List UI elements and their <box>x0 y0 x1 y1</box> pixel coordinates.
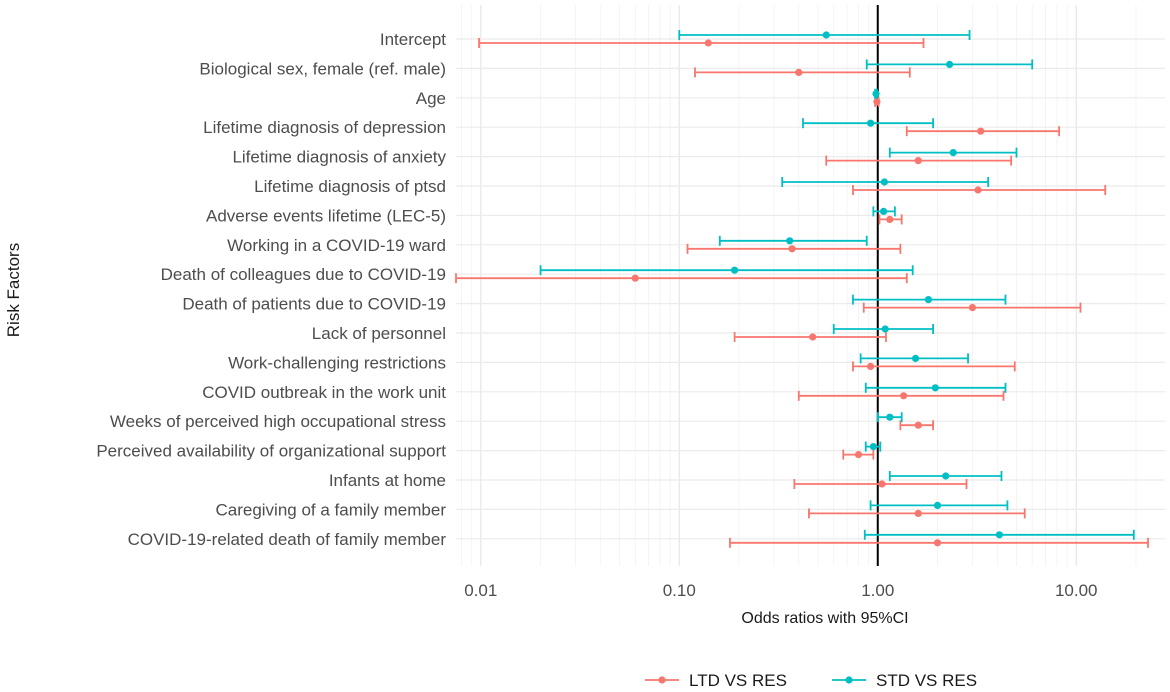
category-label: Adverse events lifetime (LEC-5) <box>206 206 446 225</box>
legend-key-point <box>658 676 666 684</box>
x-tick-label: 1.00 <box>861 581 894 600</box>
category-label: Infants at home <box>329 471 446 490</box>
x-axis-title: Odds ratios with 95%CI <box>741 610 908 627</box>
category-label: COVID-19-related death of family member <box>128 530 447 549</box>
estimate-point <box>942 472 950 480</box>
category-label: Perceived availability of organizational… <box>96 442 446 461</box>
estimate-point <box>866 362 875 370</box>
estimate-point <box>822 31 830 39</box>
category-label: Caregiving of a family member <box>215 500 446 519</box>
x-tick-labels: 0.01 0.10 1.00 10.00 <box>464 581 1097 600</box>
estimate-point <box>968 304 977 312</box>
estimate-point <box>933 539 942 547</box>
estimate-point <box>869 443 877 451</box>
estimate-point <box>924 296 933 304</box>
estimate-point <box>900 392 908 400</box>
estimate-point <box>788 245 796 253</box>
estimate-point <box>911 354 920 362</box>
estimate-point <box>945 60 954 68</box>
estimate-point <box>914 421 922 429</box>
estimate-point <box>995 531 1003 539</box>
category-label: Work-challenging restrictions <box>228 353 446 372</box>
category-label: Death of patients due to COVID-19 <box>182 295 446 314</box>
category-label: Intercept <box>380 30 446 49</box>
estimate-point <box>880 178 888 186</box>
estimate-point <box>974 186 982 194</box>
category-label: Weeks of perceived high occupational str… <box>110 412 446 431</box>
category-label: Age <box>416 89 446 108</box>
estimate-point <box>704 39 712 47</box>
y-axis-title: Risk Factors <box>4 243 23 337</box>
estimate-point <box>914 509 922 517</box>
estimate-point <box>933 501 942 509</box>
estimate-point <box>977 127 985 135</box>
category-label: Lifetime diagnosis of depression <box>203 118 446 137</box>
x-tick-label: 0.01 <box>464 581 497 600</box>
estimate-point <box>731 266 739 274</box>
category-label: Lack of personnel <box>312 324 446 343</box>
series-ltd-vs-res <box>455 38 1149 548</box>
legend-key-point <box>845 676 853 684</box>
estimate-point <box>879 207 888 215</box>
legend-label: STD VS RES <box>876 671 977 690</box>
legend-label: LTD VS RES <box>689 671 787 690</box>
x-tick-label: 0.10 <box>663 581 696 600</box>
estimate-point <box>809 333 817 341</box>
legend: LTD VS RES STD VS RES <box>645 671 977 690</box>
grid-lines <box>456 5 1165 566</box>
estimate-point <box>872 90 880 98</box>
category-label: Lifetime diagnosis of anxiety <box>232 148 446 167</box>
category-label: Biological sex, female (ref. male) <box>199 59 446 78</box>
estimate-point <box>873 98 881 106</box>
category-label: COVID outbreak in the work unit <box>202 383 446 402</box>
category-labels: Intercept Biological sex, female (ref. ma… <box>96 30 446 549</box>
estimate-point <box>881 325 889 333</box>
estimate-point <box>866 119 875 127</box>
estimate-point <box>931 384 939 392</box>
series-std-vs-res <box>539 30 1135 540</box>
estimate-point <box>795 68 803 76</box>
category-label: Lifetime diagnosis of ptsd <box>254 177 446 196</box>
estimate-point <box>631 274 639 282</box>
estimate-point <box>854 451 863 459</box>
estimate-point <box>878 480 886 488</box>
x-tick-label: 10.00 <box>1055 581 1098 600</box>
estimate-point <box>886 413 894 421</box>
estimate-point <box>949 149 957 157</box>
estimate-point <box>914 157 922 165</box>
estimate-point <box>786 237 794 245</box>
category-label: Death of colleagues due to COVID-19 <box>161 265 446 284</box>
series-group <box>455 30 1149 548</box>
estimate-point <box>886 215 894 223</box>
category-label: Working in a COVID-19 ward <box>227 236 446 255</box>
